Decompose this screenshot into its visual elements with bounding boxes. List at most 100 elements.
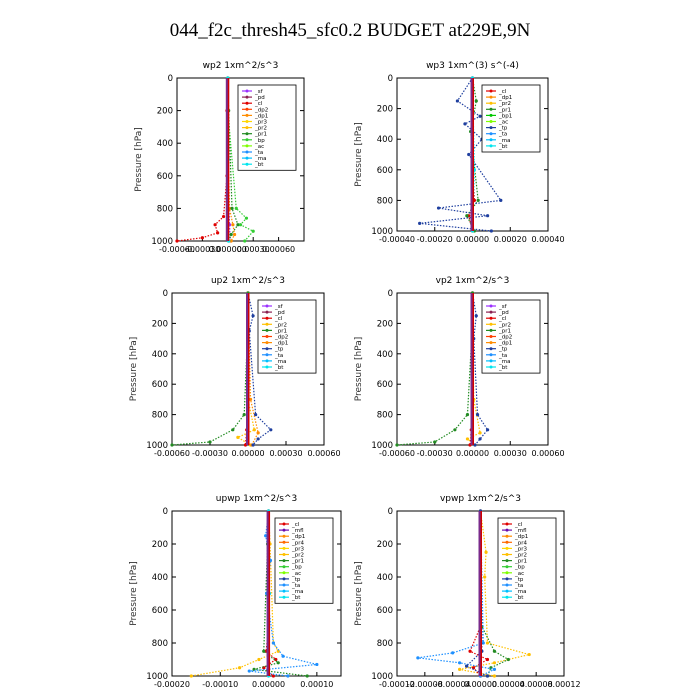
data-point — [274, 657, 278, 662]
legend-label: _pr2 — [514, 553, 527, 559]
x-tick-label: 0.00030 — [269, 449, 302, 458]
data-point — [242, 413, 246, 417]
data-point — [485, 674, 490, 678]
data-point — [486, 428, 490, 432]
data-point — [229, 232, 233, 237]
legend-marker — [265, 322, 269, 326]
chart-panel-3: up2 1xm^2/s^3 Pressure [hPa] 0 200 400 600 800… — [129, 276, 341, 458]
legend-marker — [282, 534, 286, 538]
data-point — [315, 662, 319, 667]
y-tick-label: 0 — [163, 289, 168, 299]
y-tick-label: 800 — [152, 639, 168, 649]
x-tick-label: -0.00030 — [192, 449, 228, 458]
data-point — [492, 649, 497, 653]
legend-label: _pr3 — [291, 546, 305, 552]
legend-marker — [489, 353, 493, 357]
legend-label: _dp1 — [514, 534, 528, 540]
legend-label: _ta — [254, 150, 263, 156]
legend-label: _ac — [254, 144, 264, 150]
data-point — [492, 674, 497, 678]
y-tick-label: 1000 — [146, 441, 168, 451]
x-tick-label: 0.000000 — [209, 245, 247, 254]
data-point — [257, 657, 261, 662]
y-tick-label: 1000 — [151, 237, 173, 247]
legend-label: _bp1 — [498, 113, 512, 119]
legend-marker — [245, 89, 249, 93]
legend-marker — [489, 101, 493, 105]
y-tick-label: 800 — [377, 639, 393, 649]
y-tick-label: 400 — [377, 135, 393, 145]
legend-marker — [265, 353, 269, 357]
legend-marker — [505, 546, 509, 550]
data-point — [465, 413, 470, 417]
legend-label: _ma — [254, 156, 266, 162]
y-axis-label: Pressure [hPa] — [129, 337, 139, 402]
data-point — [243, 239, 247, 243]
data-point — [451, 651, 455, 655]
data-point — [256, 437, 260, 441]
series-line-dp1 — [247, 292, 259, 446]
legend-label: _ma — [274, 359, 286, 365]
legend-marker — [505, 583, 509, 587]
legend-marker — [282, 583, 286, 587]
legend-label: _bt — [291, 595, 301, 601]
plot-frame — [171, 510, 342, 677]
x-tick-label: 0.00060 — [262, 245, 295, 254]
x-tick-label: 0.00060 — [531, 449, 564, 458]
legend-marker — [505, 589, 509, 593]
legend-marker — [282, 540, 286, 544]
legend-marker — [505, 528, 509, 532]
data-point — [276, 649, 280, 653]
data-point — [244, 216, 249, 220]
legend-label: _cl — [254, 101, 263, 107]
legend-label: _sf — [498, 304, 508, 310]
data-point — [436, 206, 441, 210]
legend-marker — [245, 107, 249, 111]
x-tick-label: 0.00020 — [494, 235, 527, 244]
x-tick-label: -0.00012 — [379, 680, 415, 689]
legend-label: _pr2 — [498, 101, 511, 107]
legend-label: _dp1 — [498, 95, 512, 101]
panel-title: upwp 1xm^2/s^3 — [216, 494, 297, 504]
x-tick-label: 0.00040 — [531, 235, 564, 244]
legend-marker — [245, 101, 249, 105]
legend-label: _bt — [498, 144, 508, 150]
legend-marker — [489, 310, 493, 314]
legend-marker — [282, 528, 286, 532]
data-point — [232, 232, 237, 237]
legend-label: _ac — [291, 571, 301, 577]
legend-marker — [489, 144, 493, 148]
data-point — [485, 641, 490, 645]
legend-marker — [245, 113, 249, 117]
legend-marker — [489, 347, 493, 351]
y-tick-label: 800 — [157, 204, 173, 214]
legend-marker — [489, 341, 493, 345]
legend-label: _tp — [291, 577, 301, 583]
y-tick-label: 0 — [163, 507, 168, 517]
legend-marker — [489, 328, 493, 332]
legend-marker — [505, 522, 509, 526]
legend-label: _pr2 — [274, 322, 287, 328]
series-line-pr1 — [396, 293, 474, 446]
legend-label: _dp1 — [254, 113, 268, 119]
chart-panel-4: vp2 1xm^2/s^3 Pressure [hPa] 0 200 400 600 800… — [354, 276, 565, 458]
legend-label: _dp1 — [498, 341, 512, 347]
data-point — [231, 428, 235, 432]
y-tick-label: 1000 — [371, 672, 393, 682]
x-tick-label: 0.00010 — [300, 680, 333, 689]
data-point — [189, 674, 193, 678]
y-axis-label: Pressure [hPa] — [134, 127, 144, 192]
data-point — [474, 314, 478, 318]
legend-marker — [505, 571, 509, 575]
legend-label: _bp — [291, 565, 302, 571]
legend-label: _cl — [291, 522, 300, 528]
series-line-cl — [176, 77, 229, 242]
legend-marker — [489, 335, 493, 338]
series-line-dp1 — [227, 78, 236, 242]
data-point — [527, 652, 531, 657]
legend-label: _cl — [514, 522, 523, 528]
legend-marker — [265, 359, 269, 363]
y-tick-label: 400 — [377, 350, 393, 360]
data-point — [213, 223, 217, 227]
legend-marker — [505, 540, 509, 544]
